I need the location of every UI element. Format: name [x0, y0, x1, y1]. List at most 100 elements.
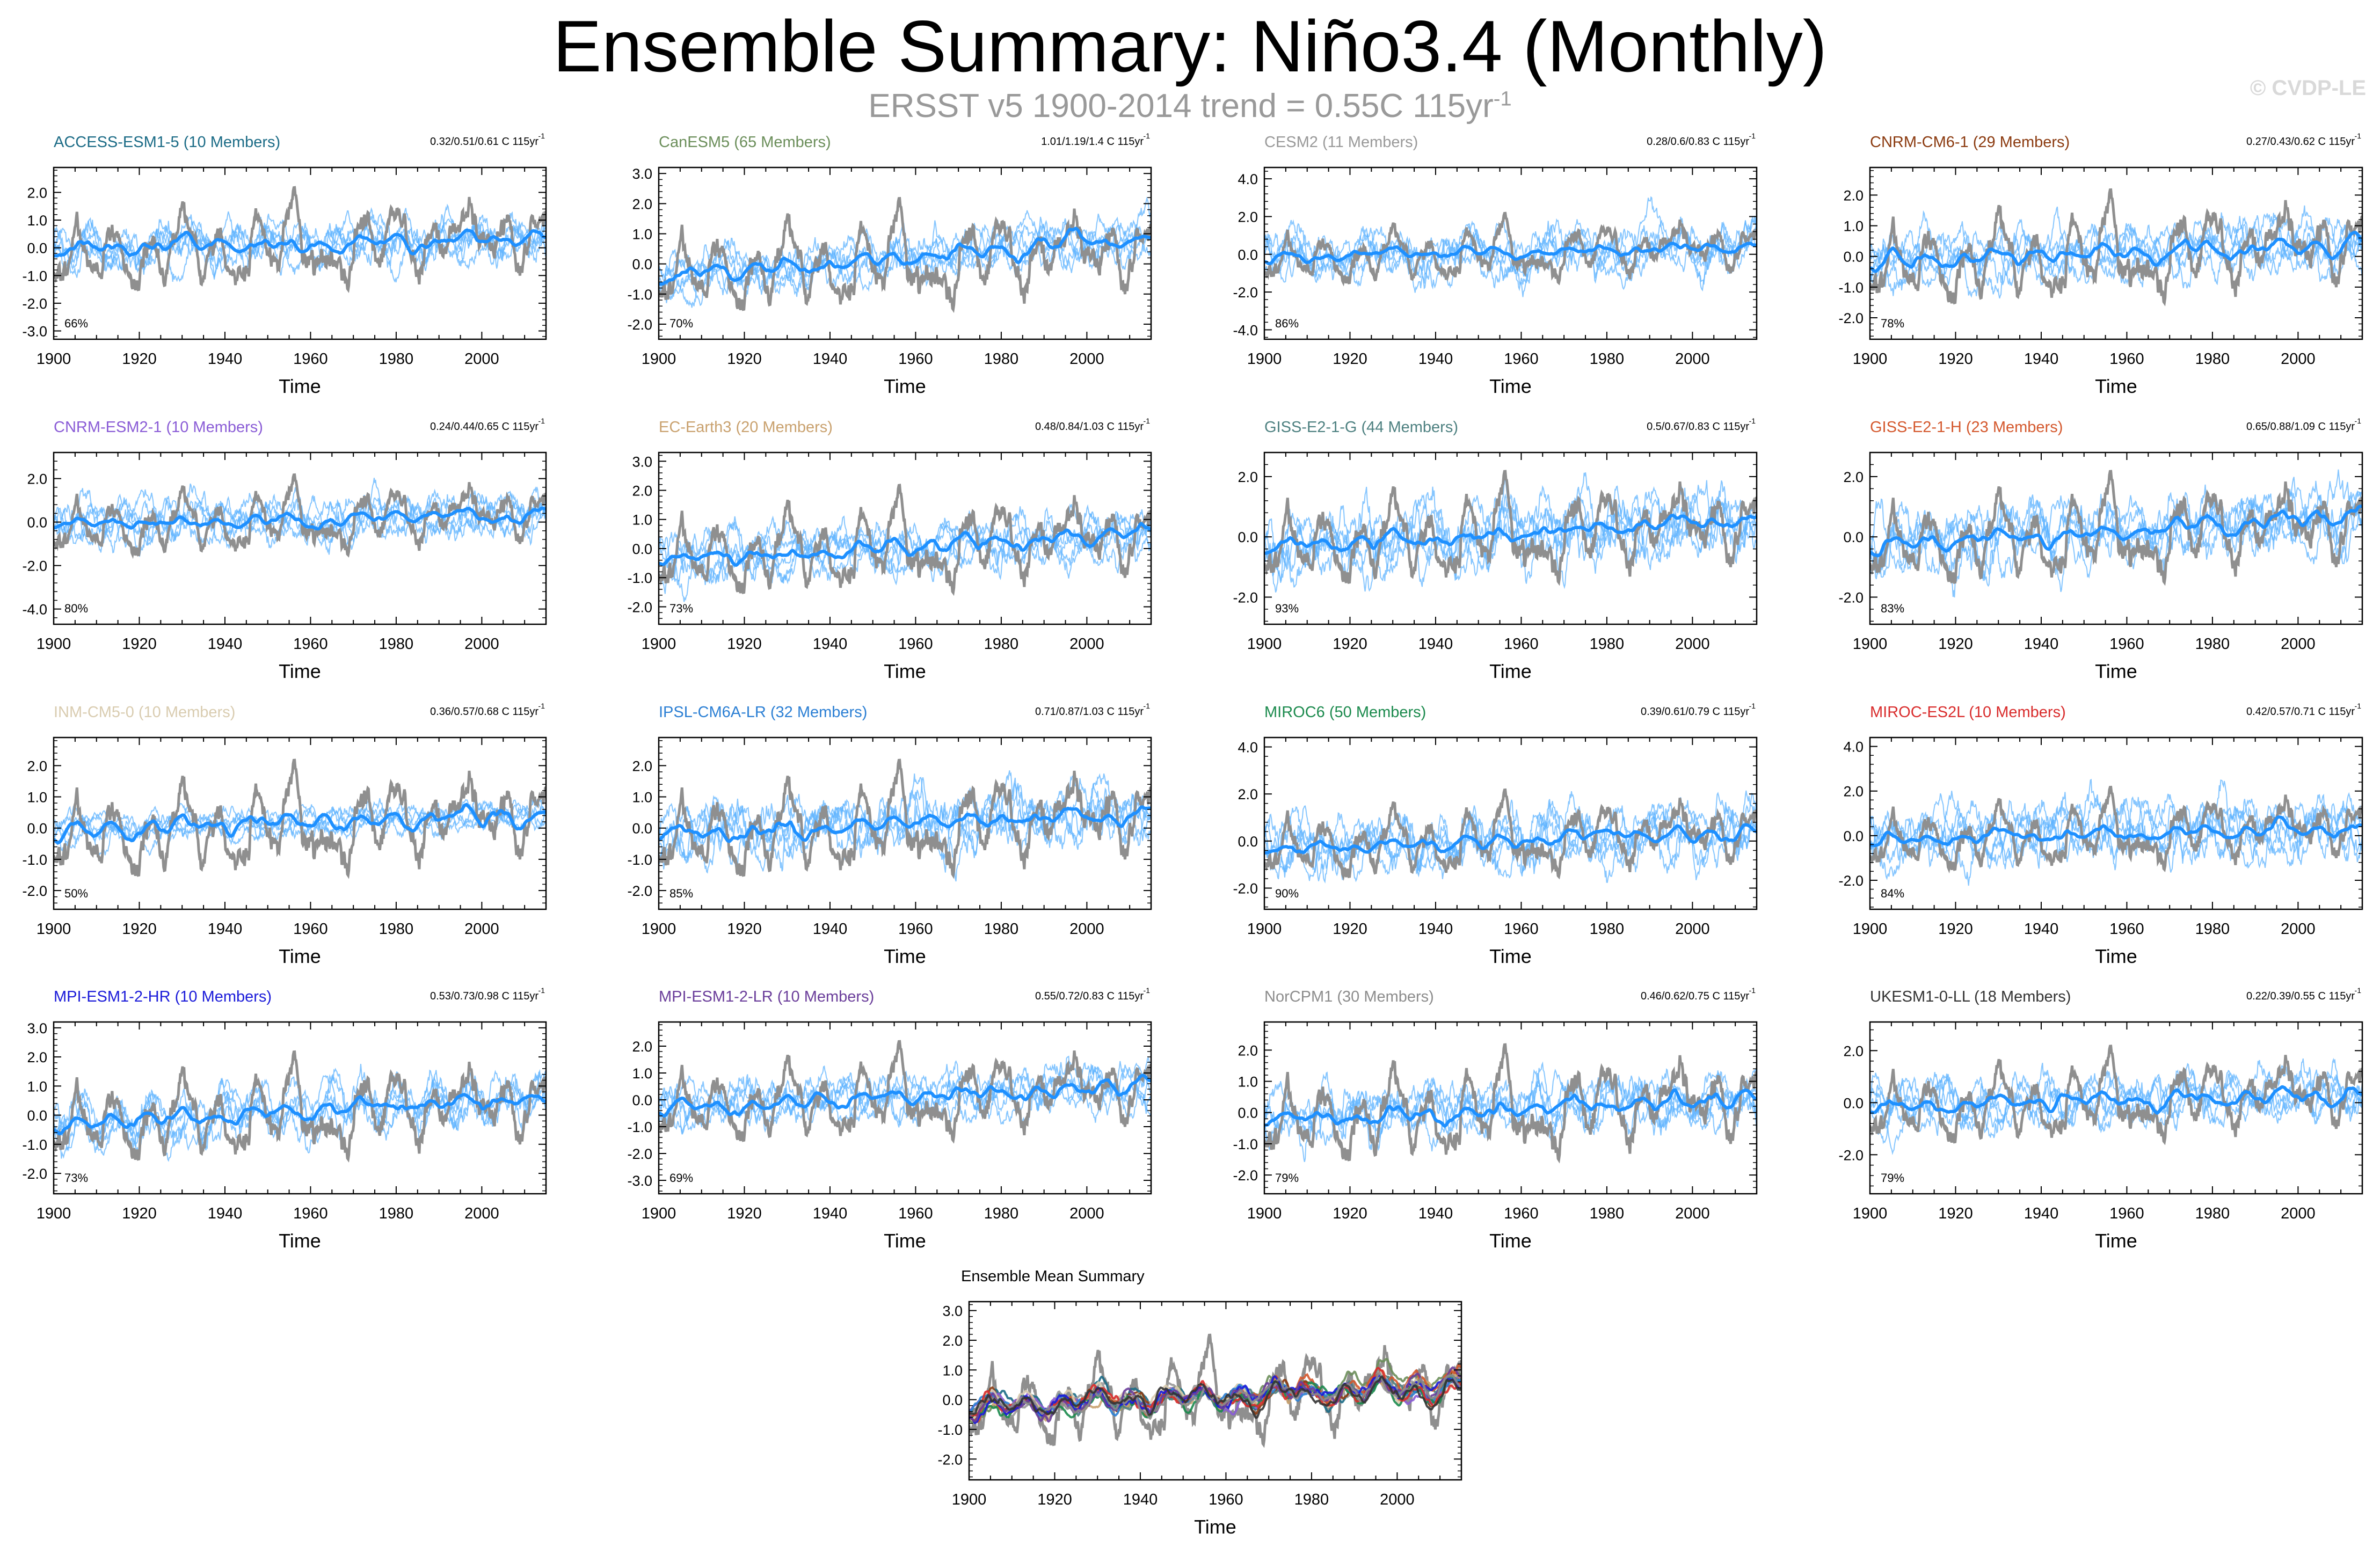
- panel-trend-text: 0.24/0.44/0.65 C 115yr: [430, 421, 538, 433]
- chart-panel: 1900 1920 1940 1960 1980 2000 -2.0 0.0 2.0 Time UK…: [1838, 986, 2363, 1252]
- y-tick-label: -1.0: [22, 268, 47, 284]
- panel-percent: 80%: [64, 602, 88, 615]
- x-tick-label: 1900: [1853, 1205, 1888, 1222]
- y-tick-label: 1.0: [1843, 218, 1864, 235]
- x-axis-label: Time: [279, 660, 321, 682]
- y-tick-label: -2.0: [1838, 873, 1864, 889]
- x-axis-label: Time: [2095, 660, 2137, 682]
- x-axis-label: Time: [279, 1230, 321, 1252]
- y-tick-label: 0.0: [1238, 834, 1258, 850]
- x-tick-label: 1960: [1504, 351, 1539, 368]
- plot-frame: [1869, 451, 2363, 625]
- panel-trend-text: 0.48/0.84/1.03 C 115yr: [1035, 421, 1144, 433]
- member-series: [1870, 779, 2362, 880]
- observed-series: [54, 473, 546, 559]
- x-tick-label: 1960: [898, 351, 933, 368]
- plot-frame: [53, 1021, 547, 1195]
- plot-area: [1870, 188, 2362, 306]
- y-tick-label: -2.0: [937, 1451, 963, 1468]
- y-tick-label: 1.0: [942, 1362, 963, 1378]
- y-tick-label: -2.0: [1233, 881, 1258, 897]
- panel-title: CNRM-ESM2-1 (10 Members): [54, 419, 263, 436]
- member-series: [1870, 1070, 2362, 1136]
- x-tick-label: 1900: [642, 636, 676, 653]
- x-tick-label: 1900: [37, 921, 71, 938]
- panel-trend-text: 0.28/0.6/0.83 C 115yr: [1647, 136, 1749, 148]
- x-tick-label: 1900: [1247, 636, 1282, 653]
- y-tick-label: -3.0: [22, 324, 47, 340]
- panel-title: IPSL-CM6A-LR (32 Members): [659, 704, 867, 721]
- y-tick-label: 1.0: [632, 790, 652, 806]
- panel-title: MIROC6 (50 Members): [1264, 704, 1426, 721]
- y-tick-label: 0.0: [27, 515, 47, 531]
- ensemble-mean-series: [54, 802, 546, 845]
- member-series: [1264, 480, 1757, 593]
- y-tick-label: 1.0: [1238, 1074, 1258, 1090]
- y-tick-label: 2.0: [632, 196, 652, 212]
- x-tick-label: 1980: [1590, 636, 1625, 653]
- y-tick-label: 4.0: [1238, 740, 1258, 756]
- chart-panel: 1900 1920 1940 1960 1980 2000 -2.0 -1.0 0.0 1.0 2.…: [627, 132, 1152, 397]
- y-tick-label: 2.0: [632, 483, 652, 499]
- x-tick-label: 1900: [642, 1205, 676, 1222]
- plot-area: [54, 758, 546, 879]
- x-tick-label: 1940: [2024, 921, 2059, 938]
- panel-title: UKESM1-0-LL (18 Members): [1870, 988, 2071, 1005]
- chart-panel: 1900 1920 1940 1960 1980 2000 -4.0 -2.0 0.0 2.0 Ti…: [22, 417, 547, 682]
- chart-panel: 1900 1920 1940 1960 1980 2000 -2.0 0.0 2.0 Time GI…: [1838, 417, 2363, 682]
- ensemble-mean-series: [1264, 1088, 1757, 1128]
- x-tick-label: 2000: [1675, 921, 1710, 938]
- y-tick-label: -2.0: [1838, 1147, 1864, 1163]
- panel-trend-exponent: -1: [2355, 986, 2362, 995]
- y-tick-label: 0.0: [27, 821, 47, 837]
- panel-trend-text: 0.22/0.39/0.55 C 115yr: [2246, 990, 2355, 1002]
- y-tick-label: 1.0: [27, 790, 47, 806]
- x-axis-label: Time: [279, 945, 321, 967]
- x-tick-label: 2000: [2281, 351, 2316, 368]
- member-series: [1870, 210, 2362, 289]
- ensemble-mean-series: [659, 227, 1151, 286]
- y-tick-label: 4.0: [1843, 739, 1864, 755]
- x-tick-label: 1980: [984, 1205, 1019, 1222]
- y-tick-label: 2.0: [1843, 784, 1864, 800]
- y-tick-label: 2.0: [1238, 1042, 1258, 1058]
- x-tick-label: 1960: [2109, 636, 2144, 653]
- x-tick-label: 1940: [2024, 351, 2059, 368]
- panel-title: INM-CM5-0 (10 Members): [54, 704, 235, 721]
- y-tick-label: -1.0: [627, 1119, 652, 1135]
- y-tick-label: 0.0: [1843, 529, 1864, 545]
- x-tick-label: 1960: [898, 1205, 933, 1222]
- y-tick-label: 4.0: [1238, 171, 1258, 187]
- chart-panel: 1900 1920 1940 1960 1980 2000 -2.0 -1.0 0.0 1.0 2.…: [22, 702, 547, 967]
- plot-area: [659, 758, 1151, 882]
- plot-area: [54, 186, 546, 294]
- panel-percent: 83%: [1881, 602, 1904, 615]
- plot-area: [1264, 788, 1757, 884]
- plot-frame: [1869, 736, 2363, 910]
- figure-subtitle: ERSST v5 1900-2014 trend = 0.55C 115yr-1: [0, 87, 2380, 125]
- chart-panel: 1900 1920 1940 1960 1980 2000 -2.0 -1.0 0.0 1.0 2.…: [937, 1268, 1462, 1538]
- x-tick-label: 1940: [1418, 1205, 1453, 1222]
- panel-title: ACCESS-ESM1-5 (10 Members): [54, 134, 280, 151]
- y-tick-label: 0.0: [1238, 1105, 1258, 1121]
- x-tick-label: 2000: [1069, 351, 1104, 368]
- member-series: [659, 513, 1151, 582]
- x-tick-label: 1920: [1938, 351, 1973, 368]
- chart-panel: 1900 1920 1940 1960 1980 2000 -2.0 0.0 2.0 4.0 Tim…: [1838, 702, 2363, 967]
- y-tick-label: 2.0: [1238, 786, 1258, 802]
- panel-trend-text: 0.39/0.61/0.79 C 115yr: [1641, 706, 1749, 718]
- y-tick-label: 3.0: [632, 166, 652, 182]
- plot-area: [1264, 196, 1757, 297]
- x-axis-label: Time: [1489, 660, 1532, 682]
- x-tick-label: 1960: [2109, 351, 2144, 368]
- plot-frame: [53, 736, 547, 910]
- y-tick-label: -1.0: [22, 1137, 47, 1153]
- y-tick-label: -2.0: [22, 883, 47, 899]
- x-tick-label: 1980: [984, 351, 1019, 368]
- x-tick-label: 1940: [2024, 636, 2059, 653]
- x-tick-label: 1980: [1294, 1491, 1329, 1508]
- y-tick-label: -2.0: [1233, 284, 1258, 301]
- x-tick-label: 1940: [813, 921, 848, 938]
- x-tick-label: 1960: [2109, 1205, 2144, 1222]
- y-tick-label: 2.0: [27, 1049, 47, 1065]
